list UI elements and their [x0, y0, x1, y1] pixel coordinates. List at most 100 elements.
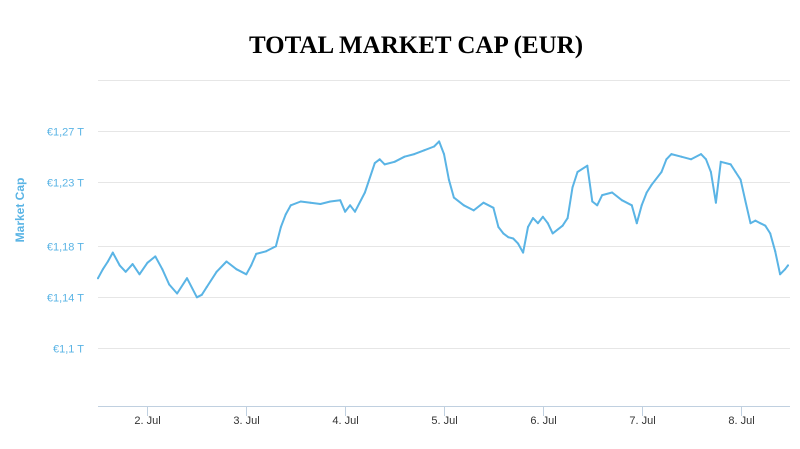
series-line	[97, 140, 789, 299]
data-point	[571, 186, 574, 189]
y-tick-label: €1,23 T	[47, 178, 84, 190]
data-point	[640, 204, 643, 207]
data-point	[443, 153, 445, 156]
x-tick-label: 4. Jul	[332, 415, 358, 427]
data-point	[423, 149, 426, 152]
data-point	[101, 268, 104, 271]
data-point	[161, 268, 164, 271]
data-point	[225, 260, 228, 263]
data-point	[168, 283, 171, 286]
data-point	[601, 194, 604, 197]
data-point	[719, 160, 722, 163]
x-tick-label: 5. Jul	[431, 415, 457, 427]
data-point	[591, 200, 594, 203]
data-point	[680, 155, 683, 158]
data-point	[195, 296, 198, 299]
data-point	[536, 222, 539, 225]
data-point	[299, 200, 302, 203]
data-point	[620, 199, 623, 202]
data-point	[596, 204, 599, 207]
data-point	[527, 226, 529, 228]
data-point	[551, 232, 554, 235]
data-point	[245, 273, 248, 276]
data-point	[255, 252, 258, 255]
data-point	[482, 201, 485, 204]
data-point	[541, 215, 544, 218]
data-point	[363, 191, 366, 194]
data-point	[131, 263, 134, 266]
data-point	[235, 268, 238, 271]
data-point	[413, 153, 416, 156]
data-point	[517, 242, 520, 245]
data-point	[576, 171, 579, 173]
data-point	[714, 201, 717, 204]
data-point	[759, 222, 762, 225]
data-point	[507, 236, 510, 239]
data-point	[289, 204, 292, 207]
data-point	[502, 232, 505, 235]
data-point	[349, 204, 352, 207]
data-point	[764, 224, 767, 227]
data-point	[561, 224, 564, 227]
x-tick-label: 2. Jul	[134, 415, 160, 427]
x-tick-label: 7. Jul	[629, 415, 655, 427]
data-point	[284, 213, 287, 216]
data-point	[566, 217, 569, 220]
data-point	[650, 183, 653, 186]
data-point	[522, 251, 525, 254]
data-point	[744, 200, 747, 203]
data-point	[700, 153, 702, 156]
data-point	[393, 160, 396, 163]
data-point	[739, 178, 742, 181]
data-point	[309, 201, 312, 204]
data-point	[106, 260, 109, 263]
data-point	[705, 158, 707, 161]
y-tick-label: €1,1 T	[53, 344, 84, 356]
data-point	[635, 222, 638, 225]
data-point	[497, 226, 500, 228]
data-point	[754, 219, 757, 222]
data-point	[779, 273, 782, 276]
data-point	[670, 153, 673, 156]
data-point	[215, 270, 218, 273]
data-point	[546, 222, 549, 225]
data-point	[200, 293, 203, 296]
data-point	[462, 204, 465, 207]
y-axis-title: Market Cap	[13, 178, 27, 243]
data-point	[438, 140, 441, 143]
data-point	[787, 264, 789, 267]
data-point	[124, 270, 127, 273]
grid-lines	[98, 80, 790, 349]
data-point	[154, 255, 157, 258]
data-point	[111, 251, 114, 254]
data-point	[586, 164, 589, 167]
data-point	[265, 250, 268, 253]
data-point	[274, 245, 277, 248]
data-point	[339, 199, 342, 202]
y-tick-label: €1,27 T	[47, 127, 84, 139]
data-point	[433, 145, 436, 148]
data-point	[665, 158, 668, 161]
x-tick-label: 6. Jul	[530, 415, 556, 427]
data-point	[118, 264, 121, 267]
data-point	[784, 268, 787, 271]
data-point	[373, 162, 376, 165]
data-point	[532, 217, 534, 220]
data-point	[512, 237, 515, 240]
data-point	[660, 171, 663, 173]
data-point	[329, 200, 332, 203]
x-axis-ticks: 2. Jul 3. Jul 4. Jul 5. Jul 6. Jul 7. Jul 8. J…	[134, 406, 755, 427]
data-point	[472, 209, 475, 212]
x-tick-label: 8. Jul	[728, 415, 754, 427]
data-point	[492, 206, 495, 209]
data-point	[97, 277, 99, 280]
chart-title: TOTAL MARKET CAP (EUR)	[249, 32, 583, 59]
data-point	[279, 226, 282, 228]
data-point	[690, 158, 693, 161]
data-point	[709, 171, 712, 173]
data-point	[383, 163, 386, 166]
data-point	[344, 210, 347, 213]
y-tick-label: €1,18 T	[47, 242, 84, 254]
data-point	[250, 264, 253, 267]
